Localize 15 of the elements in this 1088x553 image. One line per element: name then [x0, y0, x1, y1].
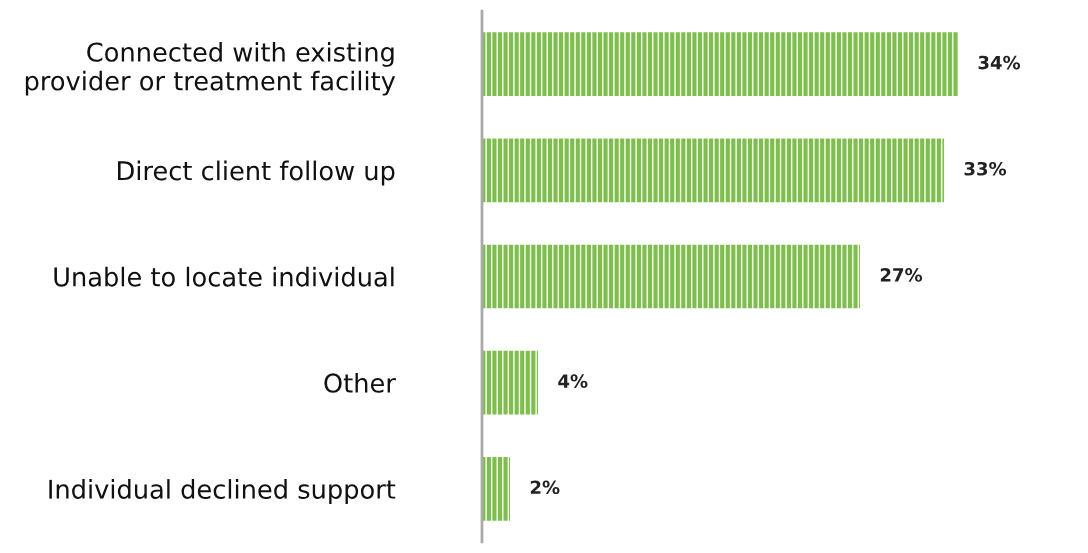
- data-label: 2%: [530, 480, 560, 495]
- bar: [481, 138, 944, 203]
- bar: [481, 244, 860, 309]
- bar: [481, 32, 958, 96]
- y-tick-label: Other: [324, 372, 396, 393]
- bar: [481, 350, 538, 415]
- y-tick-label: Connected with existing provider or treatment facility: [25, 41, 396, 96]
- bar: [481, 457, 510, 521]
- y-tick-label: Direct client follow up: [118, 160, 395, 186]
- y-tick-label: Individual declined support: [49, 479, 396, 504]
- data-label: 34%: [978, 55, 1021, 70]
- data-label: 33%: [964, 161, 1007, 176]
- data-label: 27%: [880, 268, 923, 282]
- y-tick-label: Unable to locate individual: [54, 266, 394, 287]
- data-label: 4%: [558, 374, 588, 388]
